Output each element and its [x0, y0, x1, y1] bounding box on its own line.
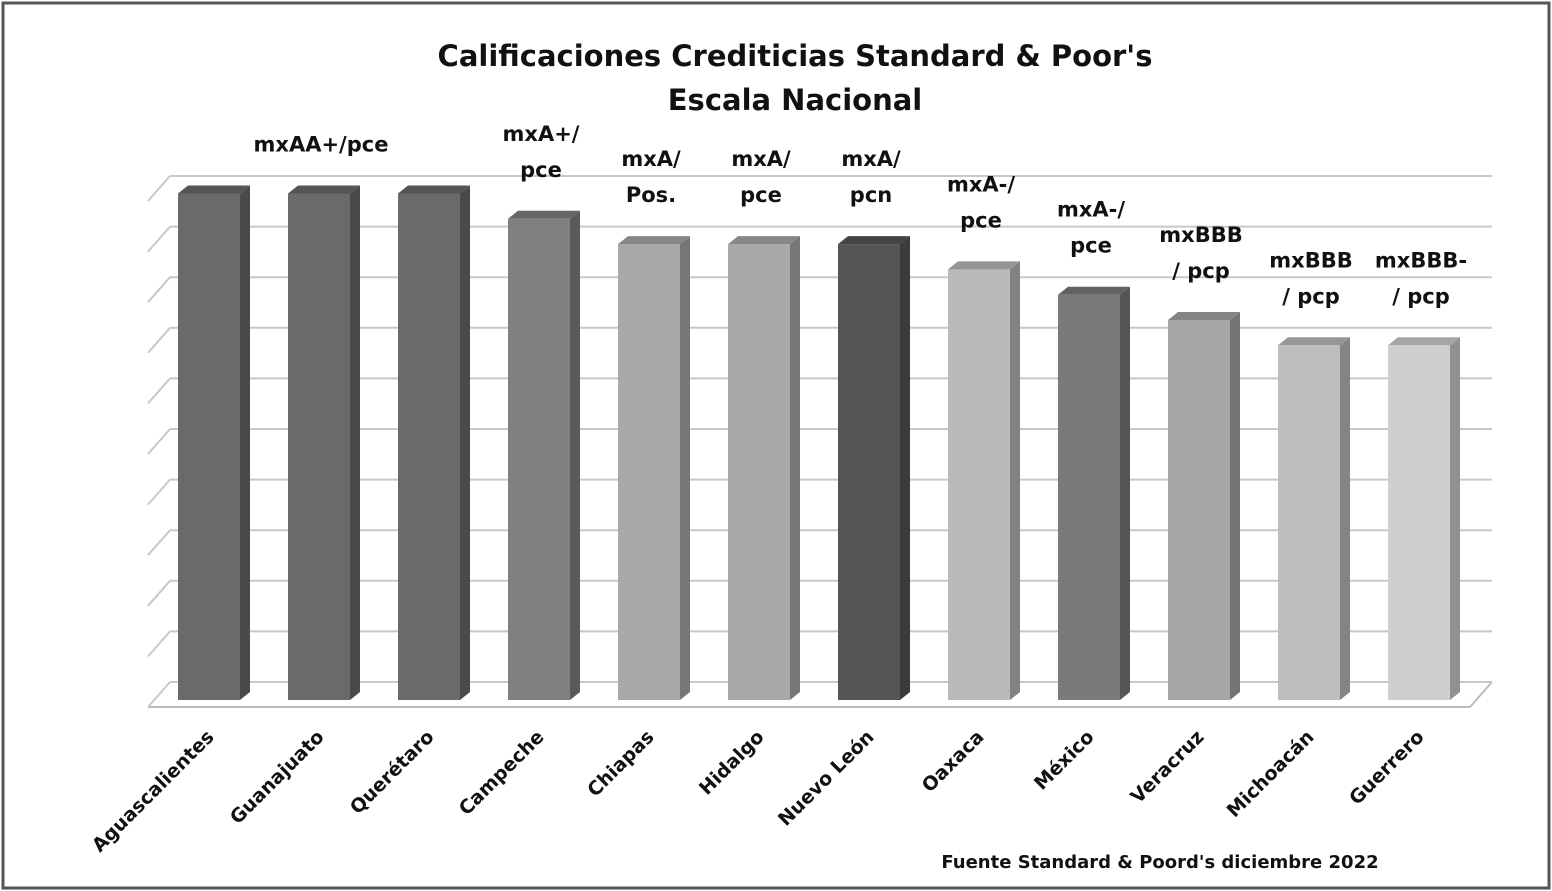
- bar: [178, 185, 250, 700]
- bar-front: [398, 193, 460, 700]
- bar-side: [570, 210, 580, 701]
- value-label: / pcp: [1282, 284, 1340, 308]
- bar-side: [350, 185, 360, 700]
- bar-top: [618, 236, 690, 245]
- bar-top: [1388, 337, 1460, 346]
- bar: [1168, 312, 1240, 700]
- bar-front: [508, 218, 570, 701]
- bar-front: [1278, 345, 1340, 700]
- bar: [1278, 337, 1350, 700]
- grid-line-side: [147, 478, 171, 506]
- bar: [288, 185, 360, 700]
- bar-front: [1058, 294, 1120, 700]
- bar-front: [838, 244, 900, 700]
- bar-top: [1168, 312, 1240, 320]
- bar-top: [948, 261, 1020, 270]
- bar: [618, 236, 690, 700]
- source-note: Fuente Standard & Poord's diciembre 2022: [941, 852, 1378, 873]
- bar-top: [178, 185, 250, 194]
- value-label: / pcp: [1172, 259, 1230, 283]
- bar-side: [680, 236, 690, 700]
- value-label: pce: [520, 158, 562, 182]
- bar-side: [900, 236, 910, 700]
- bar-top: [728, 236, 800, 245]
- value-label: mxBBB-: [1375, 248, 1467, 272]
- bar-side: [790, 236, 800, 700]
- value-label: mxA/: [841, 147, 901, 171]
- value-label: pce: [1070, 234, 1112, 258]
- bar-side: [1230, 312, 1240, 700]
- bar-side: [1120, 286, 1130, 700]
- value-label: pce: [960, 208, 1002, 232]
- value-label: mxA-/: [1057, 198, 1125, 222]
- value-label: mxA+/: [503, 122, 580, 146]
- value-label: mxA/: [731, 147, 791, 171]
- bar: [508, 210, 580, 701]
- bar-top: [288, 185, 360, 194]
- grid-line-side: [147, 428, 171, 455]
- value-label: mxBBB: [1269, 248, 1352, 272]
- bar: [838, 236, 910, 700]
- bar: [1058, 286, 1130, 700]
- bar-top: [1058, 286, 1130, 295]
- bar-side: [1340, 337, 1350, 700]
- grid-line-side: [147, 276, 171, 303]
- bar-front: [288, 193, 350, 700]
- value-label: Pos.: [626, 183, 676, 207]
- value-label: mxAA+/pce: [254, 133, 389, 157]
- bar-side: [240, 185, 250, 700]
- value-label: mxBBB: [1159, 223, 1242, 247]
- bar: [1388, 337, 1460, 700]
- grid-line-side: [147, 377, 171, 405]
- bar-side: [1450, 337, 1460, 700]
- bar-front: [618, 244, 680, 700]
- chart-title: Calificaciones Crediticias Standard & Po…: [438, 39, 1153, 73]
- bar-front: [948, 269, 1010, 700]
- bar-front: [1388, 345, 1450, 700]
- bar-side: [460, 185, 470, 700]
- bar-top: [398, 185, 470, 194]
- bar-top: [838, 236, 910, 245]
- floor-side: [1469, 681, 1493, 708]
- grid-line-side: [147, 175, 171, 202]
- grid-line-side: [147, 327, 171, 354]
- bar-top: [1278, 337, 1350, 346]
- grid-line-side: [147, 681, 171, 708]
- grid-line-side: [147, 580, 171, 607]
- bar-front: [1168, 320, 1230, 700]
- value-label: mxA/: [621, 147, 681, 171]
- grid-line-side: [147, 225, 171, 253]
- bar: [398, 185, 470, 700]
- chart-subtitle: Escala Nacional: [668, 83, 923, 117]
- value-label: pce: [740, 183, 782, 207]
- value-label: pcn: [850, 183, 892, 207]
- bar-side: [1010, 261, 1020, 700]
- bar-front: [728, 244, 790, 700]
- bar-front: [178, 193, 240, 700]
- bar: [948, 261, 1020, 700]
- bar: [728, 236, 800, 700]
- grid-line-side: [147, 630, 171, 658]
- grid-line-side: [147, 529, 171, 556]
- value-label: / pcp: [1392, 284, 1450, 308]
- bar-top: [508, 210, 580, 219]
- value-label: mxA-/: [947, 172, 1015, 196]
